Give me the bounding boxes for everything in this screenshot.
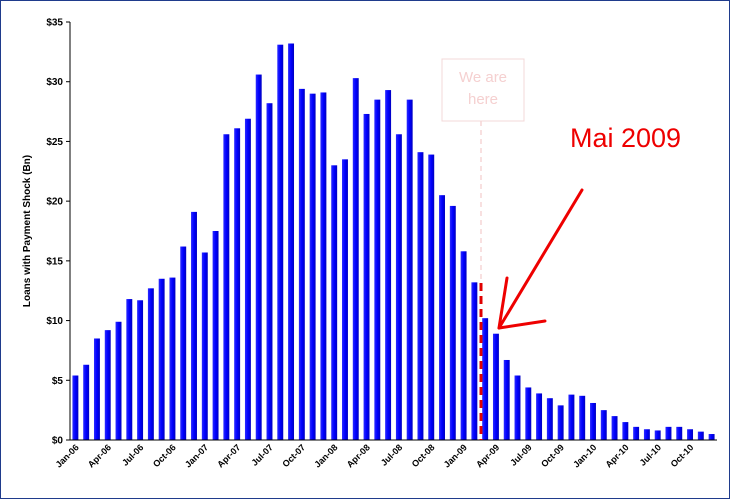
bar-Nov-06	[180, 246, 187, 440]
bar-Dec-09	[579, 395, 586, 440]
bar-Mar-08	[352, 78, 359, 440]
bar-Feb-06	[83, 364, 90, 440]
y-tick-label: $30	[46, 77, 63, 88]
bar-Jul-08	[395, 134, 402, 440]
x-tick-label: Apr-08	[345, 442, 372, 469]
x-tick-label: Oct-06	[151, 442, 178, 469]
bar-May-08	[374, 99, 381, 440]
y-tick-labels: $0 $5 $10 $15 $20 $25 $30 $35	[46, 18, 70, 447]
bar-Feb-10	[600, 410, 607, 440]
arrow-label: Mai 2009	[570, 123, 681, 153]
bar-Apr-09	[492, 333, 499, 440]
x-tick-label: Jul-10	[638, 442, 663, 467]
we-are-here-marker: We are here	[441, 58, 525, 440]
bar-Oct-09	[557, 405, 564, 440]
bar-Aug-07	[277, 44, 284, 440]
bar-Jul-06	[137, 300, 144, 440]
x-tick-label: Jan-07	[183, 442, 210, 469]
bar-Nov-08	[439, 195, 445, 440]
bar-Mar-09	[482, 318, 489, 440]
bar-Jan-08	[331, 165, 338, 440]
bar-Nov-09	[568, 394, 575, 440]
x-tick-label: Apr-06	[86, 442, 113, 469]
bar-Dec-08	[449, 205, 456, 440]
bar-Aug-08	[406, 99, 413, 440]
bar-Aug-09	[536, 393, 543, 440]
bar-Dec-06	[191, 211, 197, 440]
we-are-here-box	[441, 58, 525, 122]
y-tick-label: $0	[52, 436, 64, 447]
bar-Mar-10	[611, 416, 618, 440]
bar-Jan-07	[201, 252, 208, 440]
bar-Mar-07	[223, 134, 230, 440]
x-tick-label: Jul-07	[249, 442, 274, 467]
x-tick-label: Apr-10	[603, 442, 630, 469]
bar-Jun-08	[385, 90, 392, 440]
bar-Feb-08	[342, 159, 348, 440]
bar-Sep-08	[417, 152, 424, 440]
bar-Apr-06	[104, 330, 111, 440]
bar-Oct-07	[298, 88, 305, 440]
y-tick-label: $15	[46, 256, 63, 267]
bar-Jan-09	[460, 251, 467, 440]
bar-May-09	[503, 359, 510, 440]
bar-Sep-10	[676, 426, 683, 440]
bar-Jan-10	[590, 402, 596, 440]
y-tick-label: $5	[52, 376, 64, 387]
bar-Feb-07	[212, 231, 219, 440]
bar-Nov-10	[697, 431, 704, 440]
bar-May-07	[244, 118, 251, 441]
bar-Nov-07	[309, 93, 316, 440]
bar-series	[72, 43, 715, 441]
bar-Jun-10	[643, 429, 650, 440]
bar-Jul-09	[525, 387, 532, 440]
x-tick-label: Oct-09	[539, 442, 566, 469]
y-tick-label: $20	[46, 197, 63, 208]
bar-Apr-08	[363, 113, 370, 441]
bar-Aug-10	[665, 426, 672, 440]
bar-Jun-07	[255, 74, 262, 441]
bar-Jul-07	[266, 103, 273, 441]
bar-Dec-07	[320, 92, 327, 441]
y-tick-label: $25	[46, 137, 63, 148]
bar-Oct-08	[428, 154, 435, 440]
bar-Jun-09	[514, 375, 521, 440]
bar-Sep-09	[546, 398, 553, 440]
x-tick-labels: Jan-06 Apr-06 Jul-06 Oct-06 Jan-07 Apr-07 Jul-…	[54, 442, 696, 469]
bar-Sep-06	[158, 278, 165, 440]
x-tick-label: Jul-06	[120, 442, 145, 467]
x-tick-label: Oct-07	[280, 442, 307, 469]
red-arrow	[497, 188, 584, 330]
x-tick-label: Jul-08	[379, 442, 404, 467]
y-axis-label: Loans with Payment Shock (Bn)	[22, 155, 33, 307]
y-tick-label: $35	[46, 18, 63, 29]
x-tick-label: Apr-07	[215, 442, 242, 469]
bar-Jun-06	[126, 299, 133, 440]
bar-Apr-10	[622, 422, 629, 440]
x-tick-label: Jan-09	[442, 442, 469, 469]
x-tick-label: Jul-09	[508, 442, 533, 467]
bar-Dec-10	[708, 434, 715, 440]
y-tick-label: $10	[46, 316, 63, 327]
axes	[69, 22, 717, 441]
bar-Aug-06	[147, 288, 154, 440]
bar-May-10	[633, 426, 640, 440]
x-tick-label: Jan-08	[312, 442, 339, 469]
bar-Oct-10	[687, 429, 694, 440]
bar-May-06	[115, 321, 122, 440]
bar-Jan-06	[72, 375, 79, 440]
x-tick-label: Apr-09	[474, 442, 501, 469]
bar-Feb-09	[471, 282, 478, 440]
bar-Mar-06	[93, 338, 100, 440]
x-tick-label: Oct-08	[410, 442, 437, 469]
bar-Jul-10	[654, 430, 661, 440]
x-tick-label: Oct-10	[669, 442, 696, 469]
x-tick-label: Jan-10	[571, 442, 598, 469]
bar-Sep-07	[288, 43, 295, 440]
bar-Oct-06	[169, 277, 176, 440]
we-are-here-label: We are here	[459, 69, 507, 108]
bar-Apr-07	[234, 128, 241, 441]
